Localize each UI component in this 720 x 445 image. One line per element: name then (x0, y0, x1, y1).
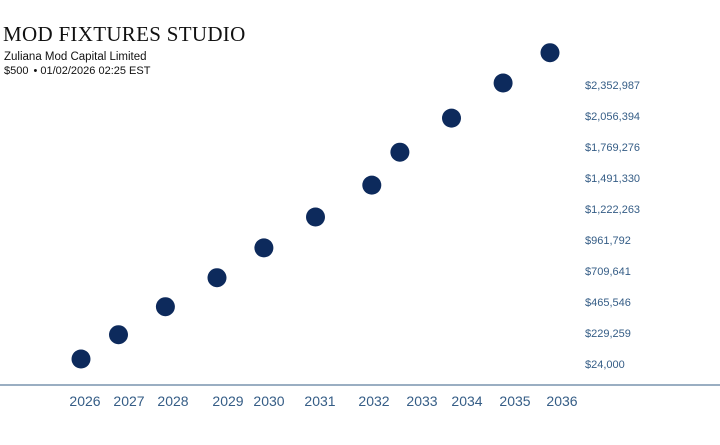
meta-separator: • (33, 65, 38, 77)
data-point-1 (71, 349, 91, 369)
x-axis-labels: 2026 2027 2028 2029 2030 2031 2032 2033 2034 2035… (69, 393, 577, 409)
x-tick-label: 2031 (304, 393, 335, 409)
y-tick-label: $709,641 (585, 266, 631, 278)
amount-value: $500 (4, 65, 29, 77)
data-point-4 (207, 268, 227, 288)
data-points (71, 43, 560, 369)
x-tick-label: 2033 (406, 393, 437, 409)
x-tick-label: 2034 (451, 393, 482, 409)
y-tick-label: $2,056,394 (585, 111, 640, 123)
y-tick-label: $2,352,987 (585, 80, 640, 92)
timestamp: 01/02/2026 02:25 EST (40, 65, 151, 77)
meta-line: $500 • 01/02/2026 02:25 EST (4, 65, 150, 77)
y-tick-label: $465,546 (585, 297, 631, 309)
y-tick-label: $24,000 (585, 359, 625, 371)
y-axis-labels: $24,000 $229,259 $465,546 $709,641 $961,792 $… (585, 80, 640, 371)
y-tick-label: $1,491,330 (585, 173, 640, 185)
x-tick-label: 2029 (212, 393, 243, 409)
chart-title: MOD FIXTURES STUDIO (3, 22, 246, 46)
y-tick-label: $1,769,276 (585, 142, 640, 154)
data-point-7 (362, 175, 382, 195)
data-point-2 (109, 325, 128, 345)
x-tick-label: 2035 (499, 393, 530, 409)
y-tick-label: $229,259 (585, 328, 631, 340)
data-point-5 (254, 238, 274, 258)
x-tick-label: 2036 (546, 393, 577, 409)
x-tick-label: 2032 (358, 393, 389, 409)
data-point-6 (306, 207, 325, 227)
y-tick-label: $961,792 (585, 235, 631, 247)
data-point-3 (155, 297, 175, 317)
x-tick-label: 2028 (157, 393, 188, 409)
data-point-10 (493, 73, 513, 93)
x-tick-label: 2027 (113, 393, 144, 409)
x-tick-label: 2030 (253, 393, 284, 409)
data-point-8 (390, 142, 410, 162)
data-point-11 (540, 43, 560, 63)
x-tick-label: 2026 (69, 393, 100, 409)
company-name: Zuliana Mod Capital Limited (4, 51, 147, 63)
y-tick-label: $1,222,263 (585, 204, 640, 216)
data-point-9 (442, 108, 461, 128)
